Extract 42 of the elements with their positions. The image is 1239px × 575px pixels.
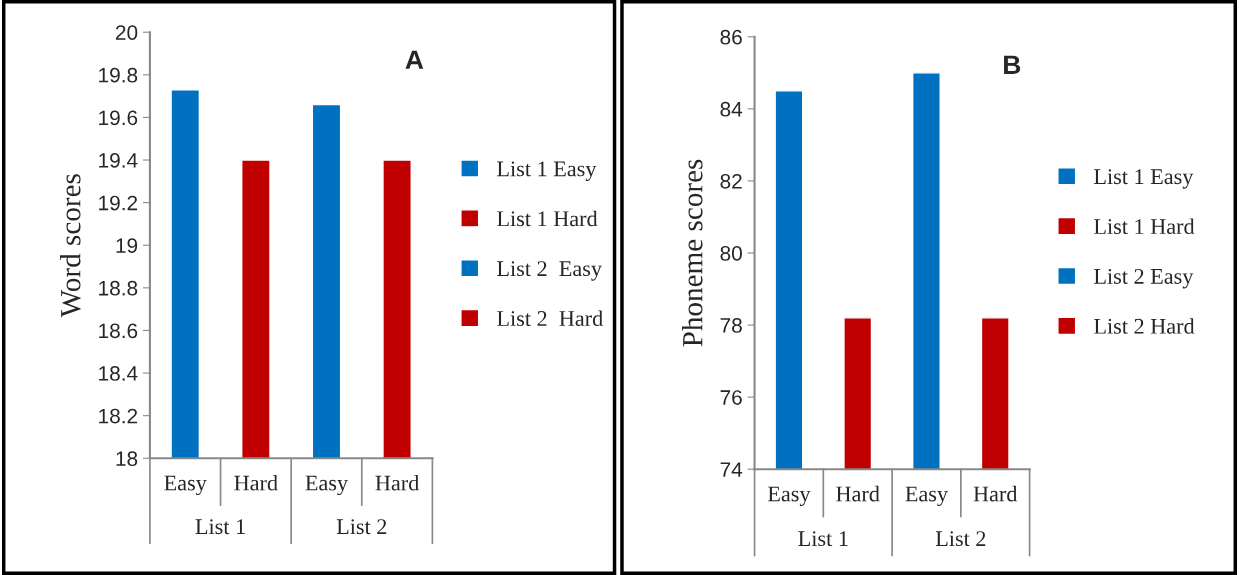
y-tick-label: 19.6	[99, 110, 138, 126]
y-tick-label: 76	[720, 390, 742, 405]
y-tick-label: 18.8	[99, 280, 138, 296]
x-tick-label: Hard	[973, 485, 1018, 502]
annotation: A	[405, 50, 424, 69]
legend-label: List 2 Easy	[1094, 268, 1194, 289]
y-tick-label: 19.2	[99, 195, 138, 211]
legend-label: List 2 Easy	[497, 261, 602, 281]
y-tick-label: 86	[720, 29, 742, 45]
text: List 2	[935, 531, 986, 547]
y-tick-label: 19.8	[99, 67, 138, 83]
legend-label: List 1 Easy	[497, 161, 597, 181]
x-tick-label: Easy	[767, 486, 811, 507]
text: List 1	[195, 519, 245, 535]
x-tick-label: Hard	[836, 485, 880, 502]
text: List 2	[336, 519, 387, 535]
y-tick-label: 18.6	[99, 323, 138, 339]
y-tick-label: 78	[720, 318, 742, 333]
y-tick-label: 20	[115, 25, 138, 40]
y-tick-label: 84	[720, 101, 743, 117]
x-tick-label: Easy	[164, 475, 207, 496]
y-tick-label: 82	[720, 173, 742, 189]
legend-label: List 1 Hard	[1094, 218, 1195, 235]
legend-label: List 2 Hard	[1094, 318, 1195, 334]
y-tick-label: 18.2	[99, 408, 138, 424]
legend-label: List 2 Hard	[497, 310, 603, 327]
annotation: B	[1004, 55, 1021, 74]
y-tick-label: 74	[720, 462, 743, 477]
x-tick-label: Easy	[305, 475, 348, 496]
y-axis-title: Word scores	[60, 174, 81, 318]
y-axis-title: Phoneme scores	[682, 159, 703, 347]
x-tick-label: Hard	[234, 474, 278, 491]
y-tick-label: 19	[116, 238, 138, 253]
y-tick-label: 18.4	[99, 366, 138, 381]
legend-label: List 1 Easy	[1094, 169, 1194, 189]
x-tick-label: Hard	[375, 474, 420, 491]
x-tick-label: Easy	[905, 486, 948, 507]
y-tick-label: 80	[720, 246, 742, 261]
y-tick-label: 18	[116, 451, 138, 467]
y-tick-label: 19.4	[99, 153, 138, 168]
text: List 1	[798, 531, 848, 547]
legend-label: List 1 Hard	[497, 210, 598, 227]
